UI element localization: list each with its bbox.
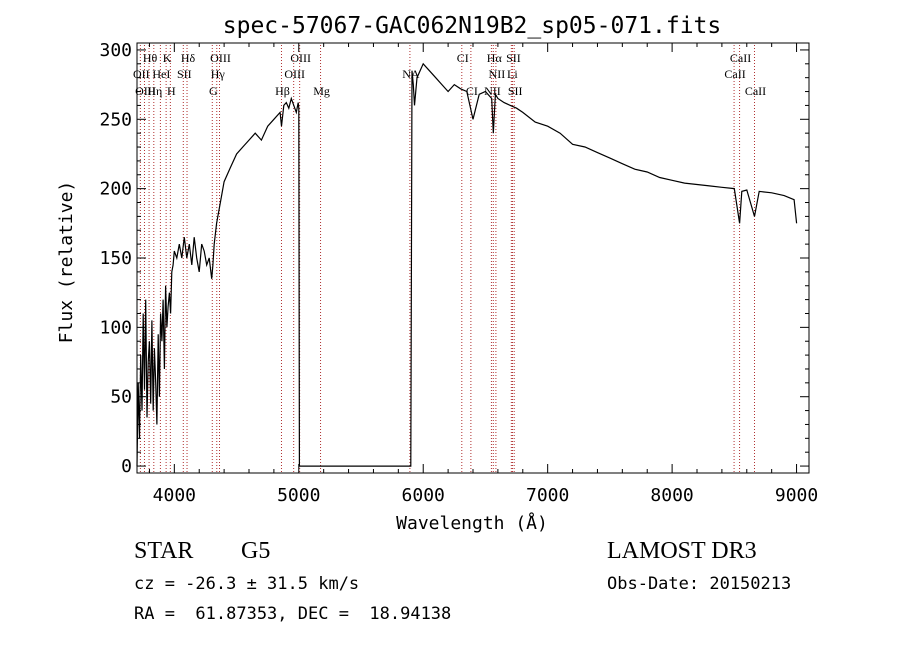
y-tick-label: 250 (99, 109, 132, 130)
marker-label: Hα (487, 51, 503, 65)
y-tick-label: 50 (110, 387, 132, 408)
marker-label: HeI (152, 67, 170, 81)
y-tick-label: 300 (99, 40, 132, 61)
x-axis-label: Wavelength (Å) (396, 512, 548, 534)
marker-label: CaII (730, 51, 751, 65)
x-tick-label: 8000 (650, 485, 693, 506)
object-subclass: G5 (241, 538, 271, 564)
marker-label: NA (402, 67, 420, 81)
marker-label: CI (466, 84, 478, 98)
spectrum-line (136, 62, 798, 467)
emission-line-markers (139, 45, 755, 473)
marker-label: Hη (147, 84, 162, 98)
obs-date-readout: Obs-Date: 20150213 (607, 574, 792, 594)
marker-label: Mg (313, 84, 330, 98)
chart-title: spec-57067-GAC062N19B2_sp05-071.fits (223, 13, 722, 39)
y-tick-label: 100 (99, 317, 132, 338)
survey-name: LAMOST DR3 (607, 538, 757, 564)
x-tick-label: 5000 (277, 485, 320, 506)
marker-label: OIII (210, 51, 231, 65)
marker-label: NII (489, 67, 506, 81)
marker-label: Li (507, 67, 518, 81)
x-tick-label: 4000 (153, 485, 196, 506)
plot-frame (136, 42, 810, 474)
marker-label: Hγ (211, 67, 226, 81)
marker-label: CI (457, 51, 469, 65)
marker-label: NII (484, 84, 501, 98)
y-axis: 0 50 100 150 200 250 300 (99, 40, 809, 477)
x-tick-label: 7000 (526, 485, 569, 506)
y-tick-label: 0 (121, 456, 132, 477)
marker-label: H (167, 84, 176, 98)
marker-label: OIII (290, 51, 311, 65)
marker-label: Hθ (143, 51, 158, 65)
marker-label: OII (133, 67, 150, 81)
marker-label: Hβ (275, 84, 290, 98)
y-tick-label: 200 (99, 179, 132, 200)
marker-label: K (163, 51, 172, 65)
marker-label: OIII (284, 67, 305, 81)
marker-label: SII (177, 67, 192, 81)
marker-label: Hδ (181, 51, 196, 65)
marker-label: OIII (135, 84, 156, 98)
marker-label: CaII (745, 84, 766, 98)
y-axis-label: Flux (relative) (56, 181, 77, 344)
coordinates-readout: RA = 61.87353, DEC = 18.94138 (134, 604, 452, 624)
object-class: STAR (134, 538, 194, 564)
marker-label: SII (506, 51, 521, 65)
x-axis: 4000 5000 6000 7000 8000 9000 (148, 43, 818, 506)
x-tick-label: 6000 (402, 485, 445, 506)
redshift-readout: cz = -26.3 ± 31.5 km/s (134, 574, 360, 594)
marker-label: SII (508, 84, 523, 98)
marker-label: CaII (724, 67, 745, 81)
marker-label: G (209, 84, 218, 98)
y-tick-label: 150 (99, 248, 132, 269)
x-tick-label: 9000 (775, 485, 818, 506)
